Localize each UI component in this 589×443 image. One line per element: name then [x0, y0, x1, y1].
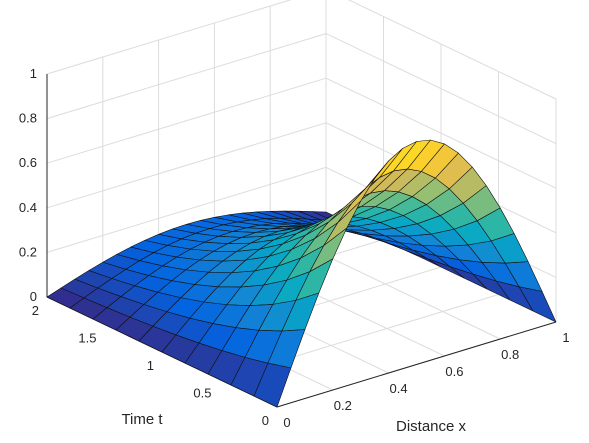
grid-line — [46, 166, 327, 253]
x-axis-label: Distance x — [396, 418, 467, 435]
t-tick-label: 1 — [147, 358, 154, 373]
x-tick-label: 0.6 — [445, 364, 463, 379]
t-tick-label: 2 — [32, 303, 39, 318]
t-axis-label: Time t — [121, 411, 163, 428]
t-tick-label: 0 — [262, 413, 269, 428]
x-tick-label: 0 — [283, 415, 290, 430]
grid-line — [46, 0, 292, 75]
grid-line — [325, 77, 557, 189]
x-tick-label: 0.2 — [334, 398, 352, 413]
grid-line — [325, 33, 557, 145]
z-tick-label: 0.4 — [19, 200, 37, 215]
grid-line — [46, 77, 327, 164]
x-tick-label: 0.4 — [390, 381, 408, 396]
x-tick-label: 0.8 — [501, 347, 519, 362]
x-axis-line — [276, 321, 557, 408]
surface-mesh — [46, 139, 557, 408]
grid-line — [46, 33, 327, 120]
grid-line — [347, 0, 557, 100]
surface-patch — [253, 362, 292, 408]
z-tick-label: 0.2 — [19, 244, 37, 259]
z-tick-label: 0.8 — [19, 111, 37, 126]
x-tick-label: 1 — [562, 330, 569, 345]
z-tick-label: 1 — [30, 66, 37, 81]
z-tick-label: 0 — [30, 289, 37, 304]
grid-line — [46, 122, 327, 209]
t-tick-label: 1.5 — [78, 331, 96, 346]
t-tick-label: 0.5 — [193, 386, 211, 401]
tick-labels: 0 0.2 0.4 0.6 0.8 1 0 0.2 0.4 0.6 0.8 1 0 0.5 1 1.5 2 — [19, 66, 570, 430]
z-tick-label: 0.6 — [19, 155, 37, 170]
